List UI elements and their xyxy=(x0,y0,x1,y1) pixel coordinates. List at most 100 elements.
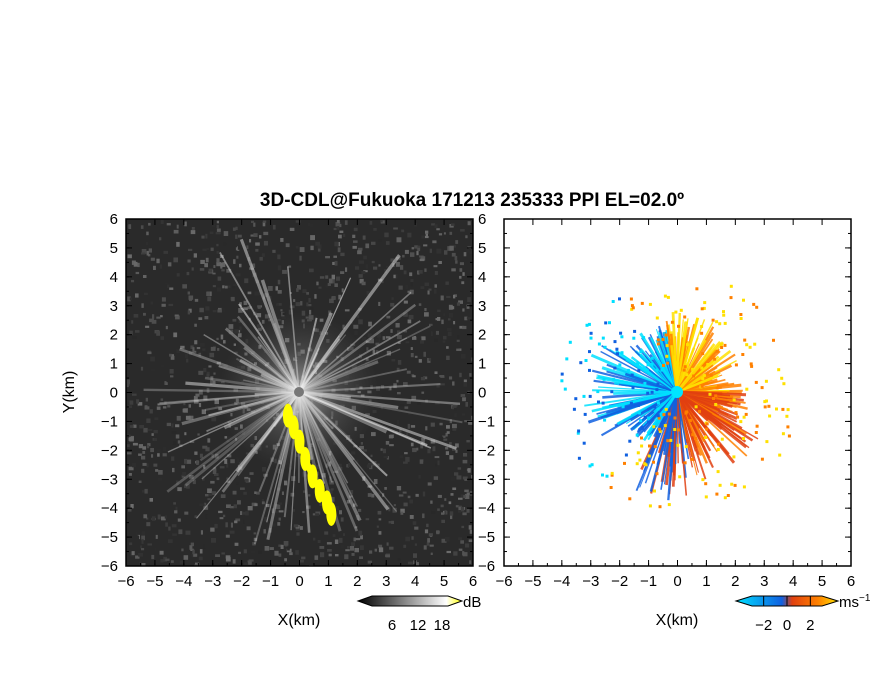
radar-center xyxy=(294,387,304,397)
noise-speck xyxy=(181,465,185,469)
y-tick-label: −2 xyxy=(101,442,118,459)
velocity-pixel xyxy=(715,320,719,324)
velocity-pixel xyxy=(588,368,591,372)
noise-speck xyxy=(160,364,165,368)
velocity-pixel xyxy=(624,453,628,457)
noise-speck xyxy=(425,426,428,431)
noise-speck xyxy=(376,525,379,528)
noise-speck xyxy=(127,508,132,512)
noise-speck xyxy=(167,405,171,408)
noise-speck xyxy=(434,371,438,374)
velocity-pixel xyxy=(683,365,687,369)
velocity-pixel xyxy=(665,344,669,348)
noise-speck xyxy=(199,503,205,507)
noise-speck xyxy=(166,223,171,226)
velocity-ray xyxy=(675,332,715,393)
panel-velocity: −6 −5 −4 −3 −2 −1 0 1 2 3 4 5 6 X(km) xyxy=(495,218,855,629)
x-tick-label: −2 xyxy=(233,573,250,590)
noise-speck xyxy=(417,270,420,275)
noise-speck xyxy=(460,354,466,359)
noise-speck xyxy=(410,282,413,287)
noise-speck xyxy=(334,260,338,266)
noise-speck xyxy=(471,475,473,480)
noise-speck xyxy=(165,522,168,527)
noise-speck xyxy=(358,530,363,536)
noise-speck xyxy=(188,295,194,300)
noise-speck xyxy=(471,357,473,362)
velocity-pixel xyxy=(665,354,669,358)
noise-speck xyxy=(273,510,278,514)
velocity-pixel xyxy=(706,363,710,366)
noise-speck xyxy=(133,314,139,318)
noise-speck xyxy=(217,276,222,281)
noise-speck xyxy=(357,250,362,255)
velocity-pixel xyxy=(688,419,692,423)
noise-speck xyxy=(366,347,369,351)
noise-speck xyxy=(236,481,239,485)
noise-speck xyxy=(446,550,451,554)
velocity-pixel xyxy=(763,400,767,404)
noise-speck xyxy=(278,517,281,521)
velocity-pixel xyxy=(739,317,743,320)
noise-speck xyxy=(147,253,151,257)
noise-speck xyxy=(367,485,372,488)
velocity-pixel xyxy=(613,366,617,370)
velocity-pixel xyxy=(677,324,680,328)
velocity-pixel xyxy=(609,486,613,489)
noise-speck xyxy=(451,252,456,257)
noise-speck xyxy=(147,443,151,447)
velocity-pixel xyxy=(715,349,719,353)
noise-speck xyxy=(261,501,265,505)
noise-speck xyxy=(144,406,150,410)
noise-speck xyxy=(449,376,453,380)
noise-speck xyxy=(253,233,258,237)
noise-speck xyxy=(238,320,242,323)
noise-speck xyxy=(338,294,342,300)
noise-speck xyxy=(459,325,464,329)
noise-speck xyxy=(434,284,437,288)
velocity-ray xyxy=(676,390,718,399)
noise-speck xyxy=(207,438,211,443)
noise-speck xyxy=(219,254,224,258)
y-tick-label-inner: 3 xyxy=(478,298,486,315)
noise-speck xyxy=(350,546,354,551)
noise-speck xyxy=(344,309,350,312)
noise-speck xyxy=(456,475,462,480)
noise-speck xyxy=(235,273,241,277)
noise-speck xyxy=(367,333,372,338)
noise-speck xyxy=(422,513,425,519)
noise-speck xyxy=(435,330,439,335)
velocity-pixel xyxy=(611,300,615,303)
noise-speck xyxy=(128,473,132,476)
noise-speck xyxy=(340,544,345,549)
noise-speck xyxy=(193,553,198,557)
noise-speck xyxy=(204,263,208,268)
colorbar-velocity-tick-label: 2 xyxy=(806,617,814,634)
noise-speck xyxy=(373,479,378,484)
velocity-pixel xyxy=(772,338,775,342)
noise-speck xyxy=(441,519,445,523)
noise-speck xyxy=(320,552,325,558)
noise-speck xyxy=(421,440,425,445)
noise-speck xyxy=(156,406,161,410)
noise-speck xyxy=(218,407,223,411)
noise-speck xyxy=(157,477,163,481)
velocity-pixel xyxy=(637,411,641,415)
noise-speck xyxy=(445,451,449,455)
noise-speck xyxy=(329,496,335,502)
noise-speck xyxy=(359,278,364,284)
velocity-pixel xyxy=(742,485,746,489)
noise-speck xyxy=(261,466,266,472)
noise-speck xyxy=(461,413,466,416)
noise-speck xyxy=(432,240,437,244)
noise-speck xyxy=(464,489,469,493)
noise-speck xyxy=(216,361,221,365)
velocity-pixel xyxy=(618,297,621,301)
noise-speck xyxy=(453,245,456,248)
noise-speck xyxy=(377,238,382,242)
noise-speck xyxy=(332,296,336,300)
noise-speck xyxy=(243,562,249,566)
noise-speck xyxy=(340,517,344,522)
noise-speck xyxy=(315,241,320,246)
noise-speck xyxy=(253,222,256,227)
